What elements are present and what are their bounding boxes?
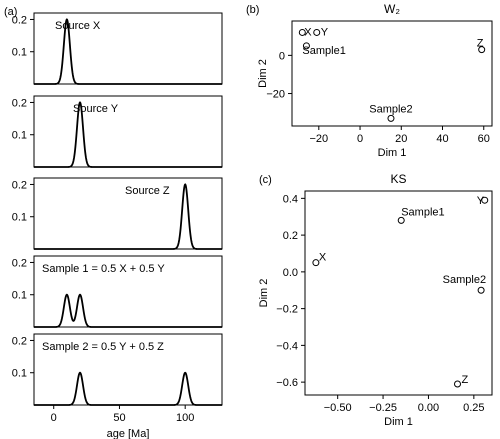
x-axis-label: age [Ma]	[107, 428, 150, 439]
scatter-point-z	[478, 46, 486, 54]
x-tick-label: −20	[309, 133, 328, 145]
x-tick-label: 20	[395, 133, 407, 145]
point-label-sample1: Sample1	[302, 45, 345, 57]
y-tick-label: 0.1	[12, 368, 27, 380]
y-tick-label: 0.2	[12, 179, 27, 191]
scatter-panel-c: (c) KS −0.50 −0.25 0.00 0.25 −0.6 −0.4 −0.2 0.0 0.…	[258, 172, 493, 428]
scatter-point-sample2	[387, 114, 395, 122]
subplot-frame	[33, 95, 223, 168]
panel-label: (b)	[246, 4, 259, 16]
x-tick-label: 40	[436, 133, 448, 145]
x-tick-label: 0	[51, 412, 57, 424]
chart-title: W₂	[384, 2, 400, 16]
y-tick-label: 0.2	[12, 257, 27, 269]
x-tick-label: 0.00	[418, 402, 439, 414]
plot-frame	[291, 20, 493, 127]
density-curve	[34, 183, 222, 250]
subplot-label: Sample 2 = 0.5 Y + 0.5 Z	[42, 341, 164, 353]
x-tick-label: 100	[176, 412, 194, 424]
scatter-point-x	[298, 28, 306, 36]
plot-frame	[304, 190, 493, 396]
density-subplot-3: 0.1 0.2 Source Z	[12, 177, 223, 250]
scatter-point-x	[312, 259, 320, 267]
x-tick-label: 60	[478, 133, 490, 145]
scatter-point-sample1	[302, 42, 310, 50]
y-tick-label: −20	[266, 89, 285, 101]
x-tick-label: −0.25	[369, 402, 397, 414]
y-tick-label: 0.2	[283, 230, 298, 242]
panel-a-label: (a)	[4, 6, 17, 18]
x-tick-label: 0	[357, 133, 363, 145]
x-tick-label: −0.50	[324, 402, 352, 414]
chart-title: KS	[390, 172, 406, 186]
point-label-y: Y	[477, 195, 485, 207]
y-tick-label: −0.6	[276, 377, 298, 389]
point-label-z: Z	[462, 374, 469, 386]
x-tick-label: 50	[113, 412, 125, 424]
density-subplot-1: 0.1 0.2 Source X	[12, 12, 223, 85]
point-label-z: Z	[477, 38, 484, 50]
x-tick-label: 0.25	[463, 402, 484, 414]
subplot-label: Source X	[55, 20, 101, 32]
point-label-sample2: Sample2	[443, 274, 486, 286]
y-tick-label: 0.2	[12, 97, 27, 109]
x-axis-label: Dim 1	[384, 416, 413, 428]
density-curve	[34, 101, 222, 168]
panel-label: (c)	[259, 174, 272, 186]
subplot-label: Source Z	[125, 185, 170, 197]
y-axis-label: Dim 2	[258, 279, 270, 308]
density-curve	[34, 293, 222, 328]
point-label-sample2: Sample2	[369, 103, 412, 115]
y-tick-label: 0.2	[12, 335, 27, 347]
y-tick-label: 0.1	[12, 47, 27, 59]
density-subplot-2: 0.1 0.2 Source Y	[12, 95, 223, 168]
point-label-x: X	[319, 252, 327, 264]
subplot-label: Sample 1 = 0.5 X + 0.5 Y	[42, 263, 165, 275]
subplot-label: Source Y	[73, 103, 119, 115]
point-label-x: X	[304, 26, 312, 38]
scatter-point-sample1	[397, 216, 405, 224]
x-axis-label: Dim 1	[378, 147, 407, 159]
point-label-sample1: Sample1	[401, 206, 444, 218]
y-tick-label: 0	[279, 50, 285, 62]
y-tick-label: 0.2	[12, 14, 27, 26]
scatter-point-z	[454, 380, 462, 388]
scatter-point-y	[481, 196, 489, 204]
y-tick-label: 0.1	[12, 130, 27, 142]
density-curve	[34, 371, 222, 406]
scatter-panel-b: (b) W₂ −20 0 20 40 60 −20 0 Dim 1 Dim 2 X Y Sample1 Z S…	[246, 2, 493, 159]
scatter-point-y	[313, 28, 321, 36]
y-tick-label: 0.1	[12, 212, 27, 224]
y-tick-label: 0.1	[12, 290, 27, 302]
y-axis-label: Dim 2	[257, 59, 269, 88]
scatter-point-sample2	[477, 286, 485, 294]
y-tick-label: −0.2	[276, 304, 298, 316]
y-tick-label: 0.0	[283, 267, 298, 279]
density-curve	[34, 18, 222, 85]
density-subplot-5: 0.1 0.2 Sample 2 = 0.5 Y + 0.5 Z	[12, 333, 223, 406]
density-subplot-4: 0.1 0.2 Sample 1 = 0.5 X + 0.5 Y	[12, 255, 223, 328]
point-label-y: Y	[321, 26, 329, 38]
y-tick-label: −0.4	[276, 340, 298, 352]
y-tick-label: 0.4	[283, 193, 298, 205]
